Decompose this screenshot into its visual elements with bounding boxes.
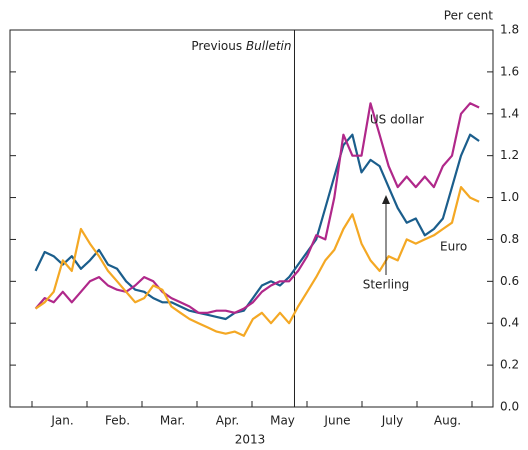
annotation: Previous Bulletin <box>191 39 291 53</box>
plot-frame <box>9 29 494 408</box>
y-tick-label: 1.8 <box>500 23 519 37</box>
y-tick-label: 1.4 <box>500 106 519 120</box>
y-tick-label: 1.6 <box>500 64 519 78</box>
label-arrowhead <box>382 195 390 204</box>
y-tick-label: 0.6 <box>500 274 519 288</box>
annotation-text: Previous <box>191 39 246 53</box>
y-tick-label: 0.2 <box>500 358 519 372</box>
x-tick-label: Feb. <box>105 414 130 428</box>
x-tick-label: Jan. <box>50 414 73 428</box>
y-tick-label: 0.8 <box>500 232 519 246</box>
y-tick-label: 1.2 <box>500 148 519 162</box>
x-tick-label: July <box>381 414 404 428</box>
series-label: Sterling <box>363 278 410 292</box>
series-label: US dollar <box>370 113 424 127</box>
annotation-emph: Bulletin <box>246 39 292 53</box>
x-tick-label: Apr. <box>216 414 239 428</box>
y-tick-label: 1.0 <box>500 190 519 204</box>
y-tick-label: 0.4 <box>500 316 519 330</box>
x-tick-label: Aug. <box>434 414 461 428</box>
series-label: Euro <box>440 240 467 254</box>
series-line <box>34 186 480 337</box>
series-line <box>34 133 480 321</box>
unit-label: Per cent <box>444 9 494 23</box>
x-tick-label: May <box>270 414 295 428</box>
y-tick-label: 0.0 <box>500 400 519 414</box>
series-line <box>34 102 480 314</box>
x-tick-label: June <box>323 414 350 428</box>
year-label: 2013 <box>235 433 266 447</box>
x-tick-label: Mar. <box>160 414 185 428</box>
